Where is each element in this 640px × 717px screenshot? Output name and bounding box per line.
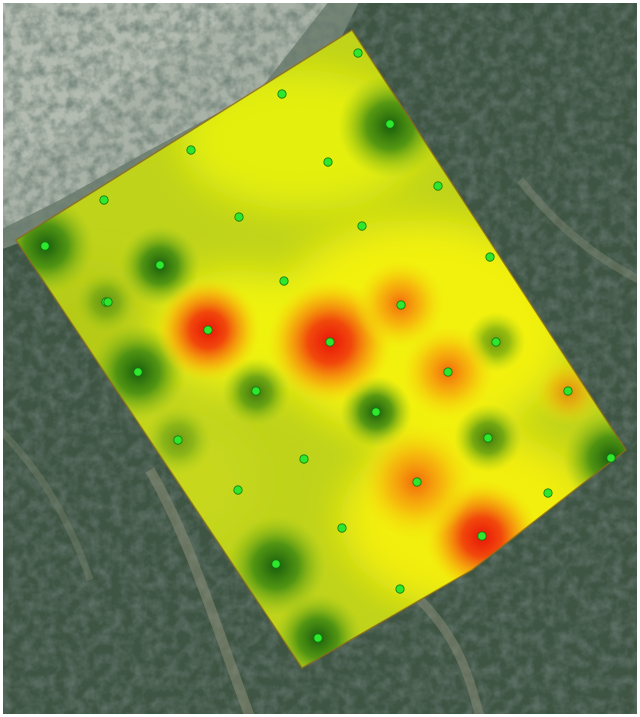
sample-point-marker[interactable] [173, 435, 183, 445]
sample-point-marker[interactable] [485, 252, 495, 262]
sample-point-marker[interactable] [279, 276, 289, 286]
sample-point-marker[interactable] [133, 367, 143, 377]
sample-point-marker[interactable] [491, 337, 501, 347]
sample-point-marker[interactable] [433, 181, 443, 191]
sample-point-marker[interactable] [325, 337, 335, 347]
sample-point-marker[interactable] [396, 300, 406, 310]
sample-point-marker[interactable] [357, 221, 367, 231]
sample-point-marker[interactable] [40, 241, 50, 251]
sample-point-marker[interactable] [271, 559, 281, 569]
sample-point-marker[interactable] [371, 407, 381, 417]
sample-points[interactable] [40, 48, 616, 643]
sample-point-marker[interactable] [483, 433, 493, 443]
sample-point-marker[interactable] [395, 584, 405, 594]
sample-point-marker[interactable] [234, 212, 244, 222]
sample-point-marker[interactable] [251, 386, 261, 396]
plot-boundary [14, 28, 628, 670]
sample-point-marker[interactable] [563, 386, 573, 396]
sample-point-marker[interactable] [155, 260, 165, 270]
sample-point-marker[interactable] [477, 531, 487, 541]
sample-point-marker[interactable] [99, 195, 109, 205]
sample-point-marker[interactable] [313, 633, 323, 643]
sample-point-marker[interactable] [233, 485, 243, 495]
sample-point-marker[interactable] [337, 523, 347, 533]
sample-point-marker[interactable] [443, 367, 453, 377]
sample-point-marker[interactable] [412, 477, 422, 487]
sample-point-marker[interactable] [606, 453, 616, 463]
sample-point-marker[interactable] [299, 454, 309, 464]
sample-point-marker[interactable] [323, 157, 333, 167]
sample-point-marker[interactable] [543, 488, 553, 498]
sample-point-marker[interactable] [385, 119, 395, 129]
sample-point-marker[interactable] [203, 325, 213, 335]
sample-point-marker[interactable] [353, 48, 363, 58]
sample-point-marker[interactable] [186, 145, 196, 155]
sample-point-marker[interactable] [103, 297, 113, 307]
sample-point-marker[interactable] [277, 89, 287, 99]
